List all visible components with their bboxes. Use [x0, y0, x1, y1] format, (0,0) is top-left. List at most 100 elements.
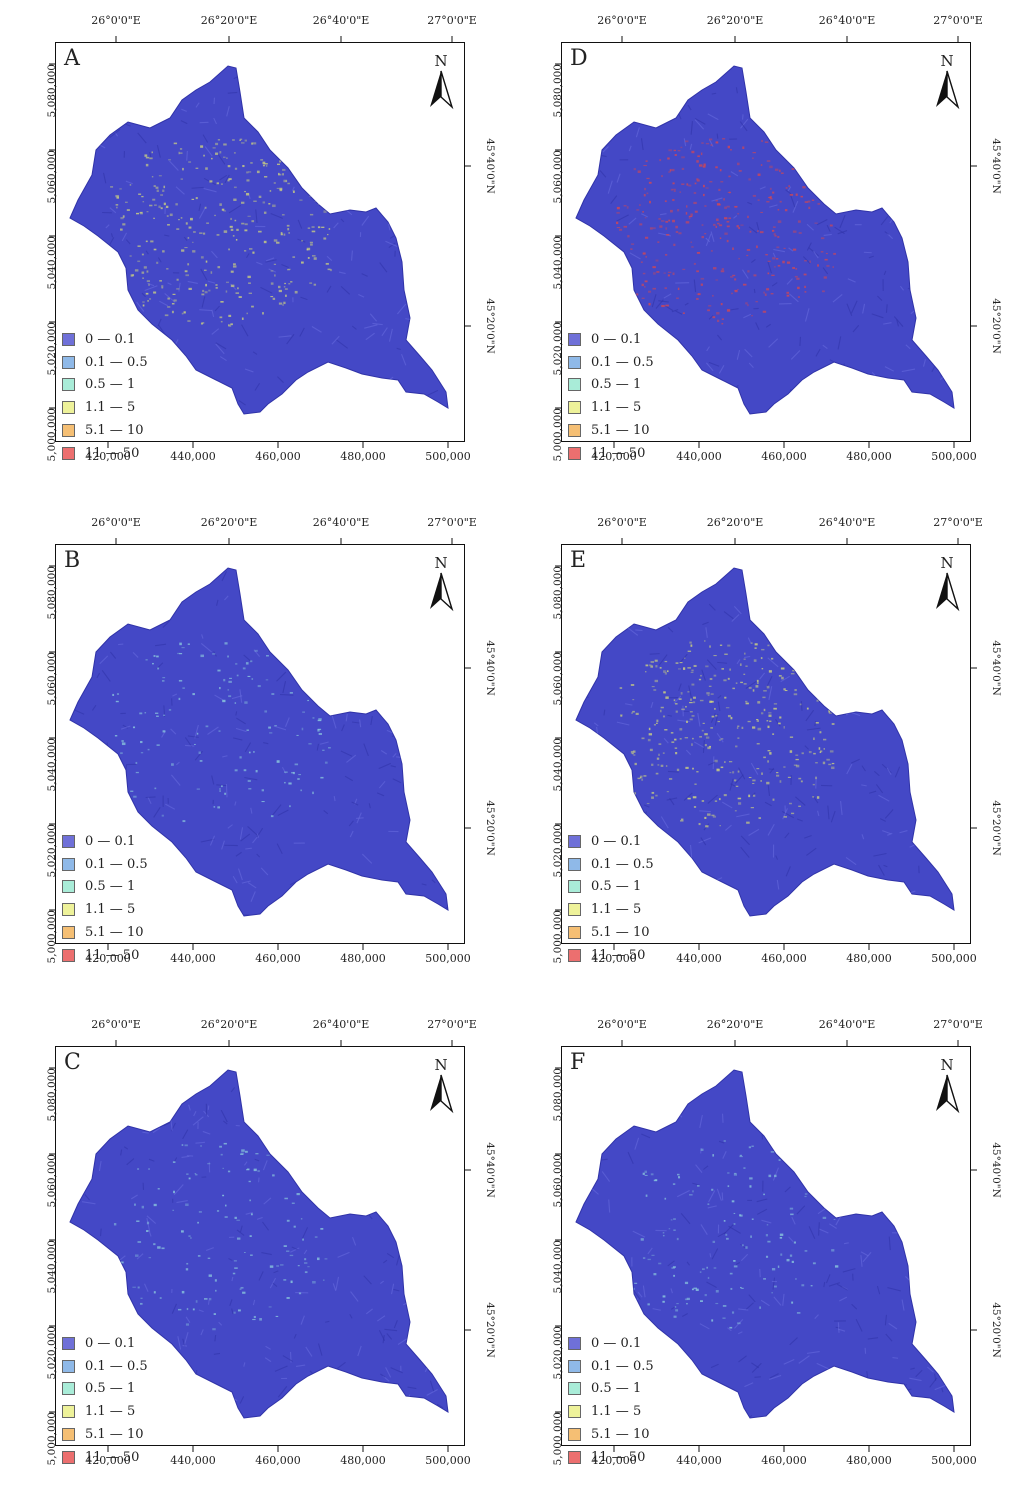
- legend-label: 11 — 50: [591, 947, 646, 963]
- northing-label: 5,020,000: [552, 1326, 564, 1380]
- longitude-label: 27°0'0"E: [427, 14, 477, 27]
- legend-item: 0.1 — 0.5: [62, 351, 148, 374]
- north-label: N: [940, 1056, 954, 1074]
- map-panel-c: 26°0'0"E 26°20'0"E 26°40'0"E 27°0'0"E C …: [0, 1004, 506, 1506]
- legend-label: 1.1 — 5: [85, 902, 136, 918]
- easting-label: 500,000: [425, 952, 471, 965]
- legend-label: 11 — 50: [85, 1449, 140, 1465]
- easting-label: 460,000: [255, 1454, 301, 1467]
- legend-item: 0.5 — 1: [62, 876, 148, 899]
- easting-label: 500,000: [931, 952, 977, 965]
- basin-map: [555, 36, 977, 448]
- longitude-label: 26°40'0"E: [818, 14, 876, 27]
- axis-ticks: [555, 36, 977, 448]
- legend-swatch: [62, 332, 75, 346]
- north-label: N: [434, 52, 448, 70]
- easting-label: 480,000: [846, 1454, 892, 1467]
- northing-label: 5,040,000: [46, 738, 58, 792]
- longitude-label: 26°20'0"E: [200, 516, 258, 529]
- latitude-label: 45°20'0"N: [990, 1302, 1002, 1358]
- northing-label: 5,040,000: [552, 1240, 564, 1294]
- latitude-label: 45°40'0"N: [990, 640, 1002, 696]
- easting-label: 420,000: [85, 952, 131, 965]
- legend-swatch: [62, 355, 75, 369]
- easting-label: 460,000: [255, 450, 301, 463]
- northing-label: 5,060,000: [46, 652, 58, 706]
- easting-label: 420,000: [85, 1454, 131, 1467]
- legend-item: 5.1 — 10: [568, 1423, 654, 1446]
- legend-label: 0.5 — 1: [591, 377, 642, 393]
- basin-map: [555, 538, 977, 950]
- northing-label: 5,020,000: [552, 322, 564, 376]
- legend-label: 5.1 — 10: [85, 423, 144, 439]
- north-arrow: N: [932, 556, 962, 615]
- legend-item: 11 — 50: [568, 442, 654, 465]
- northing-label: 5,000,000: [552, 1412, 564, 1466]
- northing-label: 5,080,000: [46, 1068, 58, 1122]
- map-panel-e: 26°0'0"E 26°20'0"E 26°40'0"E 27°0'0"E E …: [506, 502, 1012, 1004]
- easting-label: 460,000: [761, 952, 807, 965]
- latitude-label: 45°40'0"N: [484, 138, 496, 194]
- legend-swatch: [62, 446, 75, 460]
- north-arrow-icon: [430, 572, 454, 612]
- legend-swatch: [62, 1359, 75, 1373]
- easting-label: 440,000: [676, 1454, 722, 1467]
- easting-label: 420,000: [591, 450, 637, 463]
- legend: 0 — 0.1 0.1 — 0.5 0.5 — 1 1.1 — 5 5.1 — 10 11…: [62, 328, 148, 465]
- legend-item: 0.1 — 0.5: [62, 853, 148, 876]
- legend-swatch: [568, 834, 581, 848]
- legend-label: 0.1 — 0.5: [85, 354, 148, 370]
- legend-label: 1.1 — 5: [85, 400, 136, 416]
- axis-ticks: [555, 1040, 977, 1452]
- legend-label: 0.5 — 1: [85, 377, 136, 393]
- legend-item: 0 — 0.1: [568, 830, 654, 853]
- easting-label: 420,000: [591, 952, 637, 965]
- easting-label: 500,000: [425, 450, 471, 463]
- legend-label: 11 — 50: [85, 445, 140, 461]
- north-arrow-icon: [430, 1074, 454, 1114]
- longitude-label: 26°0'0"E: [597, 14, 647, 27]
- legend-label: 0.5 — 1: [591, 879, 642, 895]
- easting-label: 460,000: [761, 1454, 807, 1467]
- north-arrow-icon: [936, 1074, 960, 1114]
- legend-label: 1.1 — 5: [591, 902, 642, 918]
- axis-ticks: [49, 36, 471, 448]
- legend-label: 0.5 — 1: [85, 879, 136, 895]
- legend: 0 — 0.1 0.1 — 0.5 0.5 — 1 1.1 — 5 5.1 — 10 11…: [568, 328, 654, 465]
- longitude-label: 26°20'0"E: [200, 14, 258, 27]
- legend-label: 5.1 — 10: [591, 925, 650, 941]
- northing-label: 5,040,000: [552, 236, 564, 290]
- panel-label: F: [570, 1050, 586, 1075]
- legend-swatch: [62, 1336, 75, 1350]
- legend-item: 0 — 0.1: [568, 1332, 654, 1355]
- longitude-label: 26°20'0"E: [706, 14, 764, 27]
- longitude-label: 27°0'0"E: [427, 516, 477, 529]
- north-label: N: [434, 1056, 448, 1074]
- map-panel-b: 26°0'0"E 26°20'0"E 26°40'0"E 27°0'0"E B …: [0, 502, 506, 1004]
- legend: 0 — 0.1 0.1 — 0.5 0.5 — 1 1.1 — 5 5.1 — 10 11…: [568, 830, 654, 967]
- legend-swatch: [62, 378, 75, 392]
- legend-item: 0.5 — 1: [62, 1378, 148, 1401]
- legend-label: 0 — 0.1: [85, 331, 136, 347]
- legend-swatch: [62, 880, 75, 894]
- northing-label: 5,080,000: [46, 566, 58, 620]
- easting-label: 500,000: [931, 1454, 977, 1467]
- legend-swatch: [568, 1382, 581, 1396]
- easting-label: 480,000: [846, 450, 892, 463]
- legend-label: 0.5 — 1: [85, 1381, 136, 1397]
- legend-item: 1.1 — 5: [568, 396, 654, 419]
- panel-label: E: [570, 548, 587, 573]
- basin-shape: [575, 65, 955, 415]
- north-arrow: N: [932, 1058, 962, 1117]
- easting-label: 460,000: [255, 952, 301, 965]
- legend-swatch: [62, 1405, 75, 1419]
- legend: 0 — 0.1 0.1 — 0.5 0.5 — 1 1.1 — 5 5.1 — 10 11…: [62, 1332, 148, 1469]
- map-panel-f: 26°0'0"E 26°20'0"E 26°40'0"E 27°0'0"E F …: [506, 1004, 1012, 1506]
- easting-label: 480,000: [846, 952, 892, 965]
- legend-label: 0.1 — 0.5: [591, 856, 654, 872]
- legend-item: 11 — 50: [568, 944, 654, 967]
- legend-swatch: [568, 1428, 581, 1442]
- legend-item: 0.1 — 0.5: [568, 351, 654, 374]
- legend-item: 5.1 — 10: [62, 1423, 148, 1446]
- legend-label: 11 — 50: [591, 445, 646, 461]
